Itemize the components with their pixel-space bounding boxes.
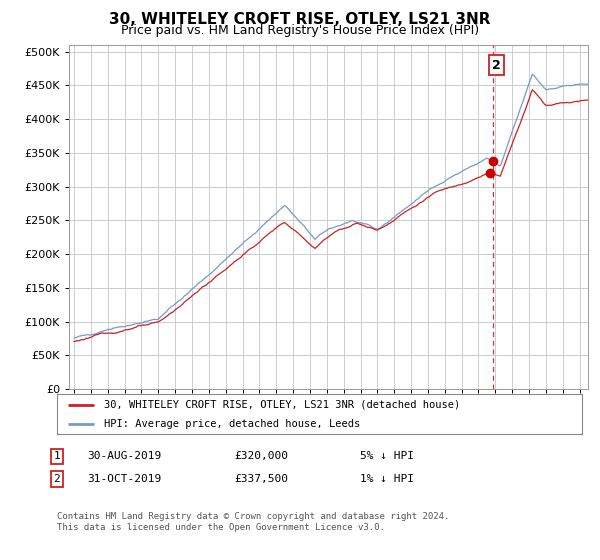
Text: £320,000: £320,000 <box>234 451 288 461</box>
Text: HPI: Average price, detached house, Leeds: HPI: Average price, detached house, Leed… <box>104 419 361 429</box>
Text: 30, WHITELEY CROFT RISE, OTLEY, LS21 3NR (detached house): 30, WHITELEY CROFT RISE, OTLEY, LS21 3NR… <box>104 400 461 410</box>
Text: £337,500: £337,500 <box>234 474 288 484</box>
Text: 31-OCT-2019: 31-OCT-2019 <box>87 474 161 484</box>
Text: Price paid vs. HM Land Registry's House Price Index (HPI): Price paid vs. HM Land Registry's House … <box>121 24 479 37</box>
Text: 30, WHITELEY CROFT RISE, OTLEY, LS21 3NR: 30, WHITELEY CROFT RISE, OTLEY, LS21 3NR <box>109 12 491 27</box>
Text: Contains HM Land Registry data © Crown copyright and database right 2024.
This d: Contains HM Land Registry data © Crown c… <box>57 512 449 532</box>
Text: 1% ↓ HPI: 1% ↓ HPI <box>360 474 414 484</box>
Text: 2: 2 <box>53 474 61 484</box>
Text: 1: 1 <box>53 451 61 461</box>
Text: 2: 2 <box>493 59 501 72</box>
Text: 30-AUG-2019: 30-AUG-2019 <box>87 451 161 461</box>
Text: 5% ↓ HPI: 5% ↓ HPI <box>360 451 414 461</box>
